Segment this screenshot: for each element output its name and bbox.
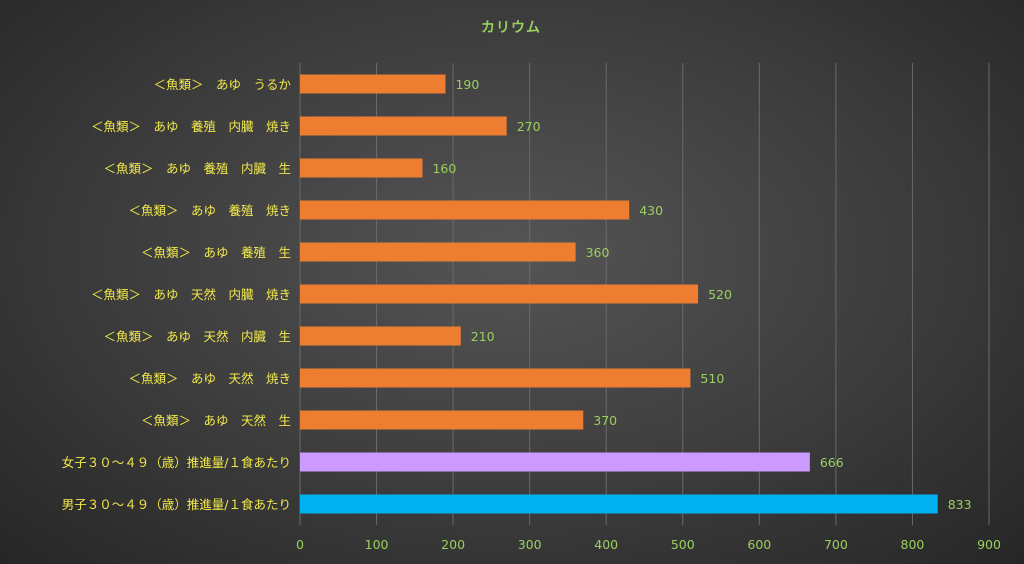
category-label: ＜魚類＞ あゆ 養殖 内臓 生 <box>103 161 291 176</box>
category-label: 男子３０～４９（歳）推進量/１食あたり <box>62 497 291 512</box>
data-label: 370 <box>593 413 617 428</box>
data-label: 666 <box>820 455 844 470</box>
bar <box>300 410 584 430</box>
bar <box>300 452 810 472</box>
data-label: 360 <box>586 245 610 260</box>
data-label: 430 <box>639 203 663 218</box>
x-tick-label: 800 <box>901 537 925 552</box>
category-label: ＜魚類＞ あゆ 養殖 生 <box>141 245 291 260</box>
data-label: 520 <box>708 287 732 302</box>
data-label: 270 <box>517 119 541 134</box>
x-tick-label: 700 <box>824 537 848 552</box>
category-label: ＜魚類＞ あゆ 養殖 焼き <box>128 203 291 218</box>
x-tick-label: 600 <box>747 537 771 552</box>
x-tick-label: 900 <box>977 537 1001 552</box>
value-axis: 0 100 200 300 400 500 600 700 800 900 <box>296 537 1001 552</box>
category-label: ＜魚類＞ あゆ 養殖 内臓 焼き <box>91 119 291 134</box>
bar <box>300 242 576 262</box>
x-tick-label: 0 <box>296 537 304 552</box>
bar <box>300 494 938 514</box>
data-label: 833 <box>948 497 972 512</box>
category-label: ＜魚類＞ あゆ 天然 内臓 生 <box>103 329 291 344</box>
category-label: ＜魚類＞ あゆ うるか <box>153 77 291 92</box>
chart-title: カリウム <box>481 20 541 36</box>
data-labels: 190 270 160 430 360 520 210 510 370 666 833 <box>432 77 971 512</box>
bar <box>300 74 446 94</box>
bar <box>300 158 423 178</box>
bar <box>300 284 699 304</box>
bar <box>300 200 630 220</box>
bar <box>300 368 691 388</box>
data-label: 160 <box>432 161 456 176</box>
data-label: 210 <box>471 329 495 344</box>
bar <box>300 326 461 346</box>
category-label: ＜魚類＞ あゆ 天然 内臓 焼き <box>91 287 291 302</box>
bar <box>300 116 507 136</box>
x-tick-label: 300 <box>518 537 542 552</box>
category-label: 女子３０～４９（歳）推進量/１食あたり <box>62 455 291 470</box>
x-tick-label: 200 <box>441 537 465 552</box>
x-tick-label: 500 <box>671 537 695 552</box>
x-tick-label: 100 <box>365 537 389 552</box>
data-label: 510 <box>700 371 724 386</box>
category-axis: ＜魚類＞ あゆ うるか ＜魚類＞ あゆ 養殖 内臓 焼き ＜魚類＞ あゆ 養殖 内臓… <box>62 77 292 512</box>
x-tick-label: 400 <box>594 537 618 552</box>
category-label: ＜魚類＞ あゆ 天然 焼き <box>128 371 291 386</box>
data-label: 190 <box>455 77 479 92</box>
category-label: ＜魚類＞ あゆ 天然 生 <box>141 413 291 428</box>
bar-series <box>300 74 938 514</box>
